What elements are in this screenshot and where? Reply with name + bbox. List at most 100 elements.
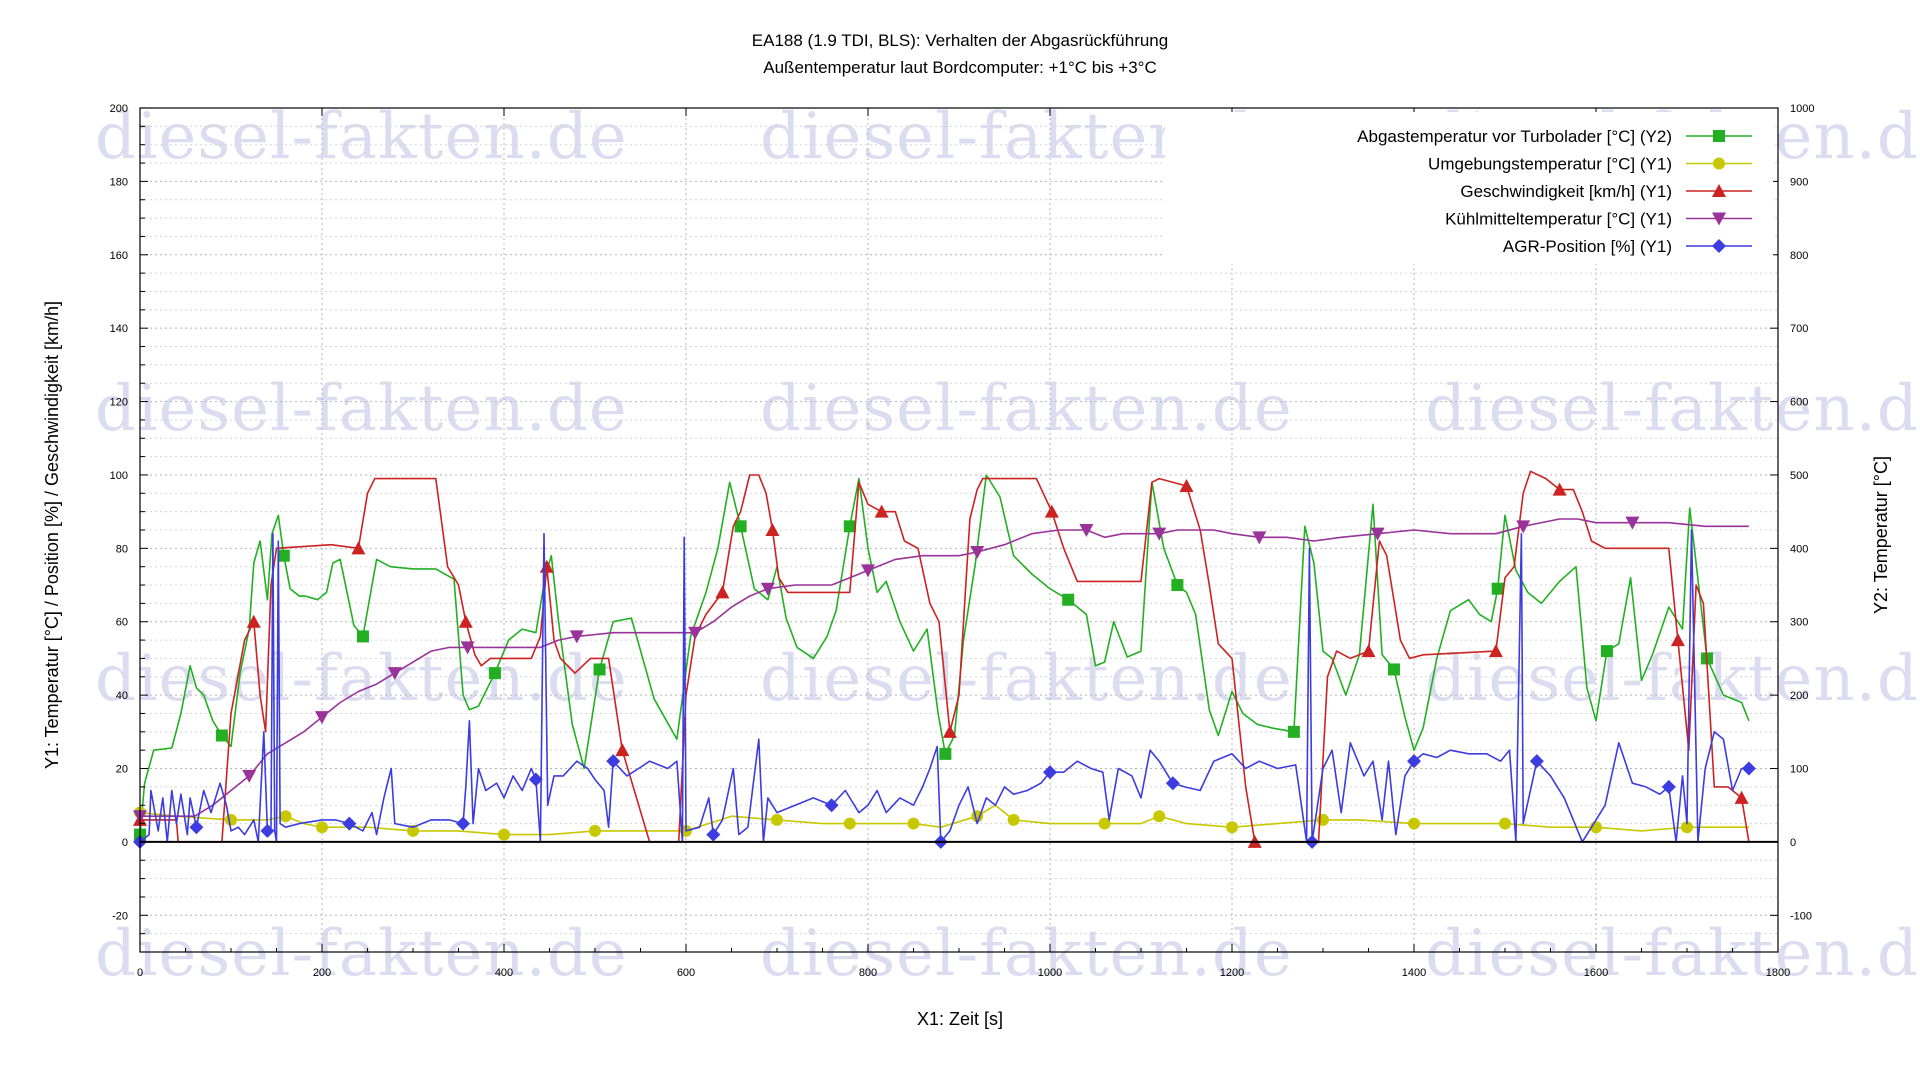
data-point bbox=[488, 667, 501, 680]
series-line bbox=[140, 518, 1749, 817]
watermark-text: diesel-fakten.de bbox=[1425, 372, 1920, 446]
legend-label: Kühlmitteltemperatur [°C] (Y1) bbox=[1445, 210, 1672, 229]
x-tick-label: 1400 bbox=[1402, 967, 1426, 979]
data-point bbox=[260, 823, 275, 838]
data-point bbox=[1062, 593, 1075, 606]
data-point bbox=[734, 520, 747, 533]
data-point bbox=[843, 520, 856, 533]
legend-label: Geschwindigkeit [km/h] (Y1) bbox=[1460, 182, 1672, 201]
data-point bbox=[970, 546, 985, 560]
data-point bbox=[189, 820, 204, 835]
data-point bbox=[1098, 817, 1111, 830]
data-point bbox=[589, 824, 601, 837]
data-point bbox=[824, 798, 839, 813]
data-point bbox=[1408, 817, 1420, 830]
data-point bbox=[242, 769, 257, 783]
data-point bbox=[1287, 725, 1300, 738]
y-tick-label: -20 bbox=[112, 910, 128, 922]
y2-tick-label: 800 bbox=[1790, 250, 1808, 262]
data-point bbox=[1252, 531, 1267, 545]
series-layer bbox=[133, 470, 1756, 849]
y2-tick-label: 600 bbox=[1790, 397, 1808, 409]
data-point bbox=[456, 816, 471, 831]
x-tick-label: 200 bbox=[313, 967, 331, 979]
y2-tick-label: 700 bbox=[1790, 323, 1808, 335]
series-3 bbox=[133, 516, 1749, 824]
data-point bbox=[1153, 810, 1166, 823]
y2-axis-label: Y2: Temperatur [°C] bbox=[1871, 456, 1891, 614]
data-point bbox=[688, 626, 703, 640]
data-point bbox=[1043, 765, 1057, 780]
axes: 0 200 400 600 800 1000 1200 1400 1600 1800-200204… bbox=[110, 103, 1815, 979]
y-tick-label: 60 bbox=[116, 617, 128, 629]
data-point bbox=[460, 641, 475, 655]
data-point bbox=[1044, 504, 1059, 518]
watermark-text: diesel-fakten.de bbox=[1425, 642, 1920, 716]
data-point bbox=[1179, 478, 1194, 492]
data-point bbox=[1165, 776, 1180, 791]
data-point bbox=[315, 711, 329, 725]
y-tick-label: 140 bbox=[110, 323, 128, 335]
data-point bbox=[342, 816, 357, 831]
data-point bbox=[1079, 524, 1094, 537]
data-point bbox=[1516, 520, 1531, 534]
y2-tick-label: 400 bbox=[1790, 543, 1808, 555]
legend-marker bbox=[1712, 212, 1726, 226]
data-point bbox=[1488, 644, 1503, 658]
x-axis-label: X1: Zeit [s] bbox=[917, 1009, 1003, 1029]
y2-tick-label: 1000 bbox=[1790, 103, 1814, 115]
data-point bbox=[615, 743, 630, 757]
series-line bbox=[139, 474, 1750, 835]
data-point bbox=[225, 813, 237, 826]
data-point bbox=[1361, 644, 1376, 658]
data-point bbox=[1499, 817, 1511, 830]
legend-label: Umgebungstemperatur [°C] (Y1) bbox=[1428, 155, 1672, 174]
x-tick-label: 1600 bbox=[1584, 967, 1608, 979]
watermark-text: diesel-fakten.de bbox=[760, 917, 1293, 991]
data-point bbox=[1529, 754, 1544, 769]
y-tick-label: 160 bbox=[110, 250, 128, 262]
legend-background bbox=[1165, 112, 1773, 264]
data-point bbox=[1741, 761, 1756, 776]
data-point bbox=[1171, 579, 1184, 592]
legend-label: AGR-Position [%] (Y1) bbox=[1503, 237, 1672, 256]
series-4 bbox=[133, 529, 1756, 849]
data-point bbox=[1226, 821, 1238, 834]
data-point bbox=[593, 663, 606, 676]
data-point bbox=[277, 549, 290, 562]
watermark-text: diesel-fakten.de bbox=[95, 100, 628, 174]
legend-label: Abgastemperatur vor Turbolader [°C] (Y2) bbox=[1357, 127, 1672, 146]
y2-tick-label: 500 bbox=[1790, 470, 1808, 482]
y-axis-label: Y1: Temperatur [°C] / Position [%] / Ges… bbox=[42, 301, 62, 769]
chart-title: EA188 (1.9 TDI, BLS): Verhalten der Abga… bbox=[752, 31, 1168, 50]
data-point bbox=[942, 724, 957, 738]
data-point bbox=[874, 504, 889, 518]
data-point bbox=[606, 754, 621, 769]
data-point bbox=[215, 729, 228, 742]
data-point bbox=[316, 821, 328, 834]
watermark-text: diesel-fakten.de bbox=[760, 642, 1293, 716]
data-point bbox=[407, 824, 419, 837]
x-tick-label: 1000 bbox=[1038, 967, 1062, 979]
x-tick-label: 400 bbox=[495, 967, 513, 979]
data-point bbox=[907, 817, 920, 830]
y-tick-label: 200 bbox=[110, 103, 128, 115]
y-tick-label: 120 bbox=[110, 397, 128, 409]
x-tick-label: 0 bbox=[137, 967, 143, 979]
data-point bbox=[1152, 527, 1167, 541]
data-point bbox=[458, 614, 473, 628]
y2-tick-label: 900 bbox=[1790, 176, 1808, 188]
watermark-text: diesel-fakten.de bbox=[1425, 917, 1920, 991]
data-point bbox=[1007, 813, 1020, 826]
y2-tick-label: 0 bbox=[1790, 837, 1796, 849]
data-point bbox=[1681, 821, 1693, 834]
data-point bbox=[861, 564, 875, 578]
data-point bbox=[760, 582, 775, 596]
data-point bbox=[1552, 482, 1567, 496]
watermark-text: diesel-fakten.de bbox=[95, 642, 628, 716]
data-point bbox=[765, 523, 780, 536]
data-point bbox=[351, 541, 366, 555]
watermark-text: diesel-fakten.de bbox=[95, 917, 628, 991]
legend-marker bbox=[1712, 184, 1726, 197]
